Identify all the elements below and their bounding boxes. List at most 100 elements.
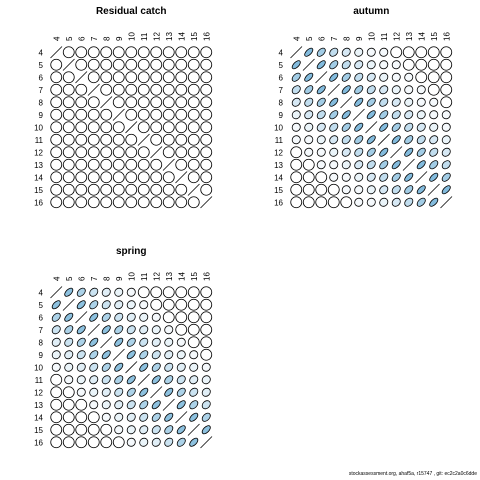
correlation-ellipse [404,122,414,132]
correlation-ellipse-bg [139,313,148,322]
correlation-ellipse-bg [342,135,351,144]
correlation-ellipse [62,386,75,399]
panel-title: Residual catch [96,6,167,17]
correlation-ellipse-bg [342,160,351,169]
correlation-ellipse [150,298,163,311]
correlation-ellipse [64,375,74,385]
correlation-ellipse-bg [354,73,363,82]
row-label: 5 [39,61,44,70]
correlation-ellipse-bg [367,198,376,207]
row-label: 11 [35,136,44,145]
correlation-ellipse [137,121,150,134]
correlation-ellipse [390,46,403,59]
correlation-ellipse [75,96,88,109]
correlation-ellipse [100,58,113,71]
correlation-ellipse [366,147,376,157]
correlation-ellipse [125,46,138,59]
correlation-ellipse-bg [177,375,186,384]
correlation-ellipse [200,158,213,171]
correlation-ellipse [316,85,326,95]
column-label: 14 [177,272,186,281]
correlation-ellipse-bg [379,185,388,194]
correlation-ellipse [404,135,414,145]
correlation-ellipse [291,60,301,70]
correlation-ellipse [379,147,389,157]
correlation-ellipse-bg [177,350,186,359]
column-label: 13 [165,32,174,41]
correlation-ellipse [187,46,200,59]
correlation-ellipse [62,83,75,96]
row-label: 13 [34,161,43,170]
correlation-ellipse-bg [329,173,338,182]
row-label: 6 [39,313,44,322]
correlation-ellipse [164,437,174,447]
correlation-ellipse-bg [139,438,148,447]
correlation-ellipse [175,108,188,121]
correlation-ellipse-bg [89,400,98,409]
diagonal-mark [390,146,403,159]
correlation-ellipse [112,121,125,134]
correlation-ellipse [341,122,351,132]
correlation-ellipse [176,337,186,347]
correlation-ellipse [162,171,175,184]
correlation-ellipse [366,172,376,182]
correlation-ellipse [112,58,125,71]
correlation-ellipse-bg [89,363,98,372]
column-label: 5 [305,36,314,41]
correlation-ellipse [112,436,125,449]
correlation-ellipse [176,387,186,397]
correlation-ellipse [354,172,364,182]
correlation-ellipse [315,171,328,184]
diagonal-mark [327,83,340,96]
column-label: 8 [102,276,111,281]
correlation-ellipse [187,298,200,311]
correlation-ellipse [125,83,138,96]
correlation-ellipse [366,110,376,120]
diagonal-mark [62,298,75,311]
correlation-ellipse [101,362,111,372]
correlation-ellipse-bg [417,85,426,94]
correlation-ellipse [366,97,376,107]
correlation-ellipse [416,185,426,195]
correlation-ellipse [50,373,63,386]
correlation-ellipse [162,71,175,84]
correlation-ellipse [187,108,200,121]
correlation-ellipse [391,97,401,107]
correlation-ellipse [151,375,161,385]
correlation-ellipse [354,160,364,170]
correlation-ellipse-bg [164,325,173,334]
correlation-ellipse [200,183,213,196]
correlation-ellipse [379,122,389,132]
diagonal-mark [175,411,188,424]
correlation-ellipse [137,96,150,109]
correlation-ellipse-bg [367,48,376,57]
diagonal-mark [440,196,453,209]
row-label: 12 [34,388,43,397]
row-label: 14 [34,173,43,182]
correlation-ellipse [87,71,100,84]
correlation-ellipse [114,412,124,422]
correlation-ellipse [429,172,439,182]
correlation-ellipse-bg [52,363,61,372]
column-label: 9 [355,36,364,41]
correlation-ellipse [100,171,113,184]
correlation-ellipse [112,158,125,171]
correlation-ellipse [200,286,213,299]
correlation-ellipse [89,387,99,397]
correlation-ellipse-bg [442,160,451,169]
correlation-ellipse [112,133,125,146]
correlation-ellipse [404,110,414,120]
correlation-ellipse [187,121,200,134]
correlation-ellipse [379,197,389,207]
correlation-ellipse [379,72,389,82]
correlation-ellipse-bg [152,313,161,322]
correlation-ellipse [404,72,414,82]
correlation-ellipse [62,146,75,159]
correlation-ellipse [176,425,186,435]
correlation-ellipse [125,96,138,109]
correlation-ellipse [100,196,113,209]
correlation-ellipse [291,97,301,107]
correlation-ellipse [316,47,326,57]
correlation-ellipse [137,108,150,121]
